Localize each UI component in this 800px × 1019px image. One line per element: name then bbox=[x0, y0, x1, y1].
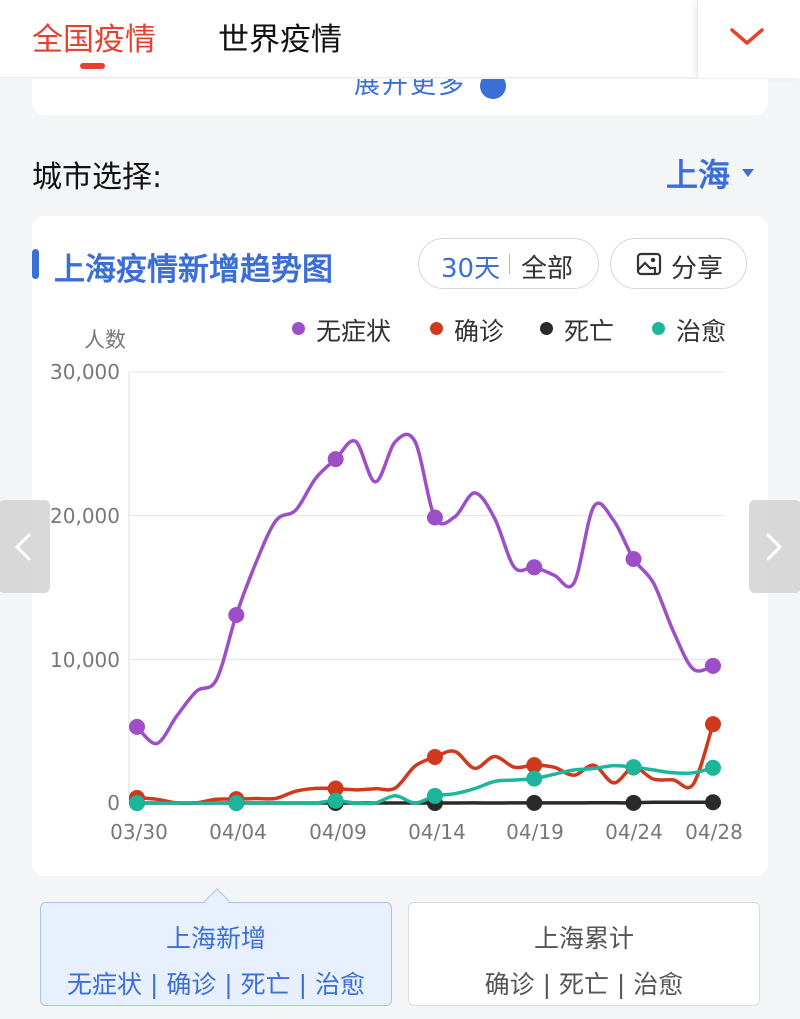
legend-dot bbox=[540, 322, 553, 335]
caret-down-icon[interactable] bbox=[742, 169, 754, 177]
button-title: 上海新增 bbox=[165, 924, 266, 953]
city-select-label: 城市选择: bbox=[32, 160, 163, 195]
data-point-recovered bbox=[426, 787, 443, 804]
legend-dot bbox=[652, 322, 665, 335]
data-point-asymptomatic bbox=[705, 657, 721, 674]
data-point-deaths bbox=[625, 794, 642, 811]
data-point-recovered bbox=[625, 759, 642, 776]
tab-dropdown-button[interactable] bbox=[697, 0, 800, 78]
x-tick-label: 04/28 bbox=[685, 820, 743, 844]
legend-dot bbox=[430, 322, 443, 335]
data-point-asymptomatic bbox=[526, 559, 543, 576]
chart-title: 上海疫情新增趋势图 bbox=[54, 252, 333, 288]
series-line-asymptomatic bbox=[135, 432, 714, 746]
legend-label: 治愈 bbox=[676, 317, 727, 346]
shanghai-cumulative-button[interactable]: 上海累计 确诊 | 死亡 | 治愈 bbox=[408, 902, 760, 1006]
active-tab-indicator bbox=[80, 63, 105, 69]
button-title: 上海累计 bbox=[533, 924, 634, 953]
city-select-value[interactable]: 上海 bbox=[666, 156, 731, 194]
chevron-right-icon bbox=[766, 533, 782, 561]
tab-national[interactable]: 全国疫情 bbox=[32, 22, 156, 58]
range-30-days-button[interactable]: 30天 bbox=[441, 254, 501, 284]
data-point-recovered bbox=[705, 759, 721, 776]
button-subtitle: 无症状 | 确诊 | 死亡 | 治愈 bbox=[67, 970, 365, 999]
y-tick-label: 10,000 bbox=[50, 648, 120, 672]
x-tick-label: 04/09 bbox=[309, 820, 367, 844]
data-point-confirmed bbox=[426, 749, 443, 766]
range-divider bbox=[509, 254, 510, 274]
data-point-confirmed bbox=[526, 757, 543, 774]
data-point-asymptomatic bbox=[228, 606, 245, 623]
shanghai-new-button[interactable]: 上海新增 无症状 | 确诊 | 死亡 | 治愈 bbox=[40, 902, 392, 1006]
data-point-asymptomatic bbox=[129, 718, 145, 735]
x-tick-label: 04/19 bbox=[506, 820, 564, 844]
x-tick-label: 03/30 bbox=[110, 820, 168, 844]
share-button[interactable]: 分享 bbox=[610, 238, 747, 289]
tab-world[interactable]: 世界疫情 bbox=[218, 22, 342, 58]
data-point-recovered bbox=[129, 795, 145, 811]
data-point-deaths bbox=[526, 794, 543, 811]
y-tick-label: 20,000 bbox=[50, 504, 120, 528]
legend-label: 确诊 bbox=[454, 317, 505, 346]
previous-chart-button[interactable] bbox=[0, 500, 50, 593]
x-tick-label: 04/24 bbox=[605, 820, 663, 844]
chevron-down-icon bbox=[730, 28, 764, 45]
range-toggle: 30天 全部 bbox=[418, 238, 599, 289]
x-tick-label: 04/04 bbox=[209, 820, 267, 844]
button-subtitle: 确诊 | 死亡 | 治愈 bbox=[484, 970, 684, 999]
expand-more-icon[interactable] bbox=[480, 79, 506, 99]
trend-chart-card bbox=[32, 216, 768, 876]
top-tab-bar: 全国疫情 世界疫情 bbox=[0, 0, 800, 78]
previous-card-bottom: 展开更多 bbox=[32, 79, 768, 115]
title-accent-bar bbox=[32, 249, 39, 279]
data-point-confirmed bbox=[705, 716, 721, 733]
expand-more-link[interactable]: 展开更多 bbox=[354, 79, 467, 100]
data-point-recovered bbox=[228, 795, 245, 811]
chevron-left-icon bbox=[15, 533, 31, 561]
y-tick-label: 30,000 bbox=[50, 360, 120, 384]
y-axis-unit-label: 人数 bbox=[84, 328, 126, 352]
x-tick-label: 04/14 bbox=[408, 820, 466, 844]
share-image-icon bbox=[636, 252, 662, 276]
data-point-asymptomatic bbox=[327, 451, 344, 468]
y-tick-label: 0 bbox=[107, 791, 120, 815]
data-point-deaths bbox=[705, 794, 721, 811]
legend-label: 死亡 bbox=[564, 317, 615, 346]
share-label: 分享 bbox=[671, 254, 724, 284]
legend-dot bbox=[292, 322, 305, 335]
data-point-confirmed bbox=[327, 780, 344, 797]
data-point-asymptomatic bbox=[426, 509, 443, 526]
data-point-recovered bbox=[526, 770, 543, 787]
range-all-button[interactable]: 全部 bbox=[521, 254, 574, 284]
data-point-asymptomatic bbox=[625, 551, 642, 568]
data-point-recovered bbox=[327, 792, 344, 809]
next-chart-button[interactable] bbox=[749, 500, 800, 593]
legend-label: 无症状 bbox=[316, 317, 392, 346]
